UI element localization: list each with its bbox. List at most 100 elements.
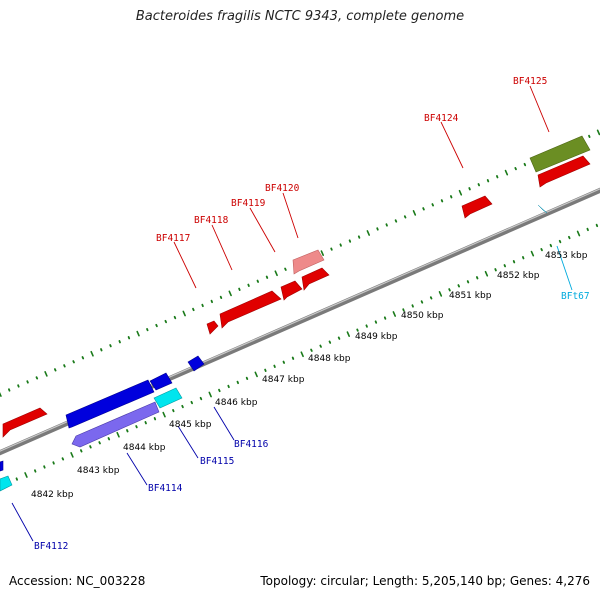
minor-tick — [514, 166, 517, 171]
major-tick — [458, 189, 463, 196]
tick-label: 4851 kbp — [449, 291, 492, 301]
gene-arrow-BF4118[interactable] — [219, 290, 282, 329]
minor-tick — [337, 336, 341, 340]
rna-arrow-forward[interactable] — [529, 135, 591, 173]
gene-arrow-BF4112-a[interactable] — [0, 460, 4, 472]
minor-tick — [512, 259, 516, 264]
major-tick — [44, 370, 48, 377]
gene-arrow-BF4120-b[interactable] — [292, 249, 325, 275]
minor-tick — [586, 227, 589, 232]
minor-tick — [429, 296, 433, 300]
minor-tick — [588, 134, 591, 139]
minor-tick — [26, 380, 29, 384]
minor-tick — [411, 304, 414, 308]
minor-tick — [503, 264, 507, 268]
major-tick — [484, 270, 489, 277]
minor-tick — [34, 469, 37, 473]
minor-tick — [457, 284, 461, 288]
minor-tick — [356, 328, 359, 332]
minor-tick — [43, 465, 46, 469]
gene-label-BF4120[interactable]: BF4120 — [265, 183, 300, 194]
minor-tick — [468, 187, 471, 191]
minor-tick — [256, 279, 260, 283]
minor-tick — [72, 360, 75, 364]
minor-tick — [238, 287, 241, 292]
gene-label-BF4125[interactable]: BF4125 — [513, 76, 547, 87]
minor-tick — [192, 307, 195, 312]
minor-tick — [172, 408, 175, 413]
tick-label: 4842 kbp — [31, 490, 74, 500]
minor-tick — [247, 283, 250, 288]
gene-label-BF4119[interactable]: BF4119 — [231, 198, 266, 209]
accession-text: Accession: NC_003228 — [9, 574, 146, 588]
minor-tick — [319, 344, 322, 348]
minor-tick — [330, 247, 333, 251]
minor-tick — [227, 384, 230, 389]
minor-tick — [365, 324, 368, 328]
major-tick — [208, 391, 212, 398]
minor-tick — [284, 267, 287, 271]
gene-label-BF4124[interactable]: BF4124 — [424, 113, 459, 124]
gene-arrow-BF4116-b[interactable] — [187, 355, 205, 372]
gene-arrow-BF4119[interactable] — [280, 280, 303, 301]
label-leaders — [11, 85, 573, 542]
minor-tick — [199, 396, 203, 401]
minor-tick — [155, 323, 158, 328]
minor-tick — [17, 384, 20, 388]
minor-tick — [339, 243, 342, 247]
gene-label-BF4116[interactable]: BF4116 — [234, 439, 269, 450]
minor-tick — [420, 300, 424, 304]
gene-arrow-BF4125[interactable] — [537, 155, 591, 188]
tick-label: 4843 kbp — [77, 466, 120, 476]
minor-tick — [63, 364, 66, 368]
gene-label-BF4117[interactable]: BF4117 — [156, 233, 190, 244]
inner-tick-track — [6, 223, 599, 485]
gene-arrow-BF4120-a[interactable] — [301, 267, 330, 291]
major-tick — [228, 290, 232, 297]
gene-arrow-BF4115[interactable] — [153, 387, 183, 409]
minor-tick — [383, 316, 387, 320]
gene-arrow-forward[interactable] — [2, 407, 48, 438]
gene-arrow-BF4117[interactable] — [206, 320, 219, 335]
minor-tick — [210, 299, 214, 304]
rna-marker-BFt67[interactable] — [537, 204, 548, 214]
forward-strand-genes — [2, 135, 591, 438]
gene-arrow-reverse[interactable] — [65, 379, 155, 429]
minor-tick — [549, 243, 553, 248]
minor-tick — [440, 199, 444, 203]
major-tick — [90, 350, 94, 357]
gene-label-BF4118[interactable]: BF4118 — [194, 215, 229, 226]
minor-tick — [376, 227, 379, 231]
rna-label-BFt67[interactable]: BFt67 — [561, 291, 590, 302]
major-tick — [254, 371, 258, 378]
gene-arrow-BF4116-a[interactable] — [149, 372, 173, 391]
minor-tick — [595, 223, 599, 228]
minor-tick — [118, 339, 121, 344]
minor-tick — [568, 235, 571, 240]
minor-tick — [7, 388, 11, 392]
major-tick — [162, 411, 166, 418]
gene-label-BF4114[interactable]: BF4114 — [148, 483, 183, 494]
minor-tick — [107, 437, 111, 441]
gene-labels: BF4117 BF4118 BF4119 BF4120 BF4124 BF412… — [34, 76, 590, 552]
major-tick — [346, 331, 351, 338]
minor-tick — [495, 174, 499, 179]
minor-tick — [236, 380, 240, 385]
gene-label-BF4115[interactable]: BF4115 — [200, 456, 234, 467]
minor-tick — [89, 445, 92, 449]
major-tick — [366, 230, 371, 236]
minor-tick — [181, 404, 184, 409]
gene-arrow-BF4124[interactable] — [461, 195, 493, 219]
gene-label-BF4112[interactable]: BF4112 — [34, 541, 68, 552]
minor-tick — [522, 255, 525, 260]
tick-labels: 4842 kbp 4843 kbp 4844 kbp 4845 kbp 4846… — [31, 251, 588, 500]
major-tick — [412, 210, 417, 216]
major-tick — [24, 472, 28, 478]
gene-arrow-BF4112[interactable] — [0, 475, 13, 492]
tick-label: 4849 kbp — [355, 332, 398, 342]
gene-arrow-BF4114[interactable] — [71, 401, 160, 448]
minor-tick — [15, 477, 19, 481]
minor-tick — [245, 376, 249, 381]
minor-tick — [109, 344, 112, 348]
